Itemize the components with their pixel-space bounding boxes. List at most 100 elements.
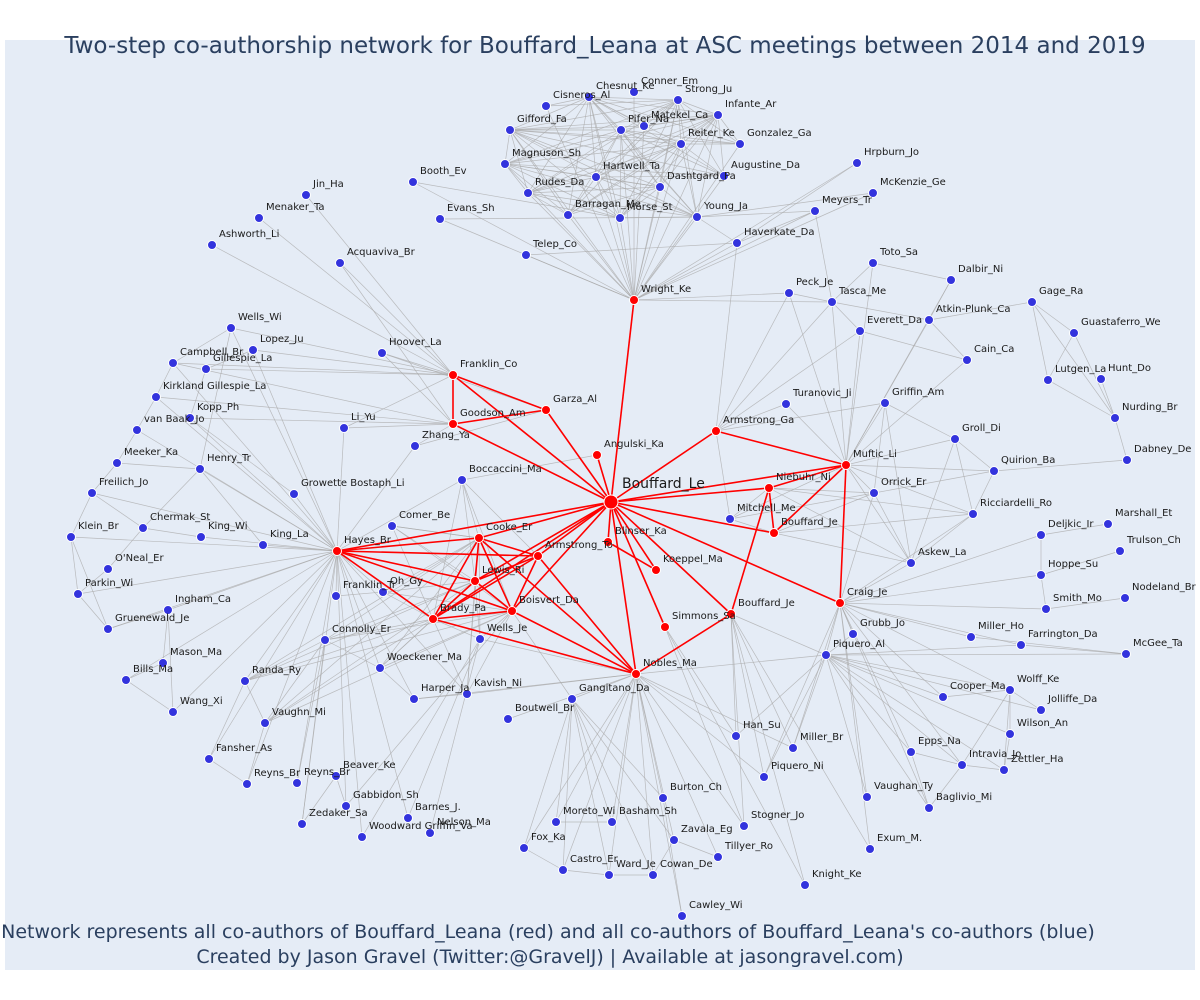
node-label: Reyns_Br (304, 767, 351, 778)
node-Nodeland_Br (1121, 594, 1130, 603)
node-label: Telep_Co (532, 239, 577, 250)
node-Tillyer_Ro (714, 853, 723, 862)
node-label: Klein_Br (78, 521, 119, 532)
node-label: Connolly_Er (332, 624, 392, 635)
node-label: King_Wi (208, 521, 247, 532)
node-Gonzalez_Ga (736, 140, 745, 149)
node-label: Strong_Ju (685, 84, 732, 95)
node-label: Zedaker_Sa (309, 808, 368, 819)
node-label: Lutgen_La (1055, 364, 1106, 375)
node-Hartwell_Ta (592, 173, 601, 182)
node-label: Cisneros_Al (553, 90, 610, 101)
node-label: Young_Ja (703, 201, 748, 212)
node-label: Lewis_Ri (482, 565, 524, 576)
node-label: Cooper_Ma (950, 681, 1006, 692)
node-Nurding_Br (1111, 414, 1120, 423)
node-Marshall_Et (1104, 520, 1113, 529)
node-label: Exum_M. (877, 833, 922, 844)
node-Magnuson_Sh (501, 160, 510, 169)
node-Wells_Wi (227, 324, 236, 333)
node-Everett_Da (856, 327, 865, 336)
node-label: Cain_Ca (974, 344, 1014, 355)
node-Woeckener_Ma (376, 664, 385, 673)
node-Gage_Ra (1028, 298, 1037, 307)
node-Wang_Xi (169, 708, 178, 717)
node-King_Wi (197, 533, 206, 542)
node-Piquero_Al (822, 651, 831, 660)
node-Miller_Ho (967, 633, 976, 642)
node-label: Ricciardelli_Ro (980, 498, 1052, 509)
node-Ashworth_Li (208, 241, 217, 250)
node-Craig_Je (836, 599, 845, 608)
node-Goodson_Am (449, 420, 458, 429)
node-label: Hayes_Br (344, 535, 392, 546)
node-label: Gruenewald_Je (115, 613, 189, 624)
node-label: Wright_Ke (641, 284, 691, 295)
node-label: Niebuhr_Ni (776, 472, 831, 483)
node-Reiter_Ke (677, 140, 686, 149)
node-Henry_Tr (196, 465, 205, 474)
node-Epps_Na (907, 748, 916, 757)
node-Pifer_Na (617, 126, 626, 135)
node-Fox_Ka (520, 844, 529, 853)
node-Nobles_Ma (632, 670, 641, 679)
node-Dabney_De (1123, 456, 1132, 465)
node-label: Booth_Ev (420, 166, 467, 177)
node-Comer_Be (388, 522, 397, 531)
node-Niebuhr_Ni (765, 484, 774, 493)
node-Miller_Br (789, 744, 798, 753)
node-label: Randa_Ry (252, 665, 301, 676)
node-label: Blinser_Ka (615, 526, 667, 537)
node-label: Morse_St (627, 202, 673, 213)
node-Simmons_Sa (661, 623, 670, 632)
node-Wilson_An (1006, 730, 1015, 739)
caption-line-1: Network represents all co-authors of Bou… (1, 921, 1095, 943)
node-label: Magnuson_Sh (512, 148, 581, 159)
node-Chermak_St (139, 524, 148, 533)
node-label: Menaker_Ta (266, 202, 325, 213)
node-ONeal_Er (104, 565, 113, 574)
node-Zedaker_Sa (298, 820, 307, 829)
node-label: Quirion_Ba (1001, 455, 1055, 466)
node-Orrick_Er (870, 489, 879, 498)
node-label: Wolff_Ke (1017, 674, 1059, 685)
node-label: Boisvert_Da (519, 595, 579, 606)
node-Wells_Je (476, 635, 485, 644)
node-Quirion_Ba (990, 467, 999, 476)
node-label: Peck_Je (796, 277, 833, 288)
node-label: Smith_Mo (1053, 593, 1102, 604)
node-Zhang_Ya (411, 442, 420, 451)
node-McGee_Ta (1122, 650, 1131, 659)
node-Han_Su (732, 732, 741, 741)
node-Gillespie_La (202, 365, 211, 374)
node-label: Armstrong_To (545, 540, 613, 551)
node-label: Mason_Ma (170, 647, 222, 658)
node-label: Growette Bostaph_Li (301, 478, 405, 489)
node-label: Bouffard_Le (622, 476, 705, 492)
node-label: Pifer_Na (628, 114, 669, 125)
node-Growette_Bostaph_Li (290, 490, 299, 499)
node-label: Jolliffe_Da (1047, 694, 1097, 705)
node-label: Nurding_Br (1122, 402, 1178, 413)
node-Vaughan_Ty (863, 793, 872, 802)
node-Angulski_Ka (593, 451, 602, 460)
node-Reyns_Br1 (243, 780, 252, 789)
node-label: Wang_Xi (180, 696, 223, 707)
node-Fansher_As (205, 755, 214, 764)
node-label: Kirkland Gillespie_La (163, 381, 266, 392)
node-label: Rudes_Da (535, 177, 584, 188)
node-label: Zettler_Ha (1011, 754, 1064, 765)
node-Boccaccini_Ma (458, 476, 467, 485)
node-Wright_Ke (630, 296, 639, 305)
node-Muftic_Li (842, 461, 851, 470)
node-label: Gabbidon_Sh (353, 790, 419, 801)
node-label: Dabney_De (1134, 444, 1191, 455)
node-label: Reyns_Br (254, 768, 301, 779)
node-label: Groll_Di (962, 423, 1001, 434)
node-label: Hunt_Do (1108, 363, 1151, 374)
node-van_Baak_Jo (133, 426, 142, 435)
node-label: Farrington_Da (1028, 629, 1098, 640)
node-label: Miller_Ho (978, 621, 1024, 632)
node-label: Simmons_Sa (672, 611, 736, 622)
node-Parkin_Wi (74, 590, 83, 599)
